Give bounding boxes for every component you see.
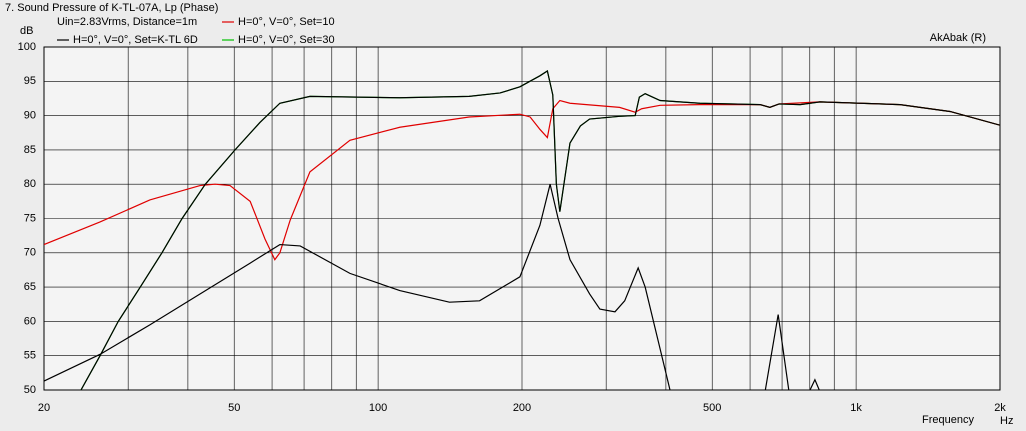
x-tick-label: 1k (850, 402, 862, 414)
watermark: AkAbak (R) (930, 32, 986, 44)
legend-label: H=0°, V=0°, Set=K-TL 6D (73, 34, 198, 46)
y-tick-label: 65 (24, 281, 36, 293)
y-tick-label: 90 (24, 110, 36, 122)
y-axis-label: dB (20, 25, 33, 37)
legend-label: H=0°, V=0°, Set=10 (238, 16, 335, 28)
legend: H=0°, V=0°, Set=K-TL 6D H=0°, V=0°, Set=1… (57, 16, 335, 46)
y-tick-label: 55 (24, 350, 36, 362)
x-tick-label: 50 (228, 402, 240, 414)
lines (44, 70, 1000, 390)
chart-subtitle: Uin=2.83Vrms, Distance=1m (57, 16, 197, 28)
series-line (79, 70, 1000, 390)
x-unit-label: Hz (1000, 415, 1013, 427)
y-tick-label: 100 (18, 41, 36, 53)
x-tick-label: 500 (703, 402, 721, 414)
x-tick-label: 2k (994, 402, 1006, 414)
legend-label: H=0°, V=0°, Set=30 (238, 34, 335, 46)
y-tick-label: 75 (24, 212, 36, 224)
x-tick-label: 100 (369, 402, 387, 414)
y-tick-label: 70 (24, 247, 36, 259)
x-tick-label: 200 (513, 402, 531, 414)
chart-title: 7. Sound Pressure of K-TL-07A, Lp (Phase… (5, 2, 218, 14)
series-line (44, 184, 820, 390)
y-tick-label: 50 (24, 384, 36, 396)
y-tick-label: 60 (24, 315, 36, 327)
x-axis-label: Frequency (922, 414, 974, 426)
y-tick-label: 95 (24, 75, 36, 87)
y-tick-label: 80 (24, 178, 36, 190)
x-tick-label: 20 (38, 402, 50, 414)
y-tick-label: 85 (24, 144, 36, 156)
